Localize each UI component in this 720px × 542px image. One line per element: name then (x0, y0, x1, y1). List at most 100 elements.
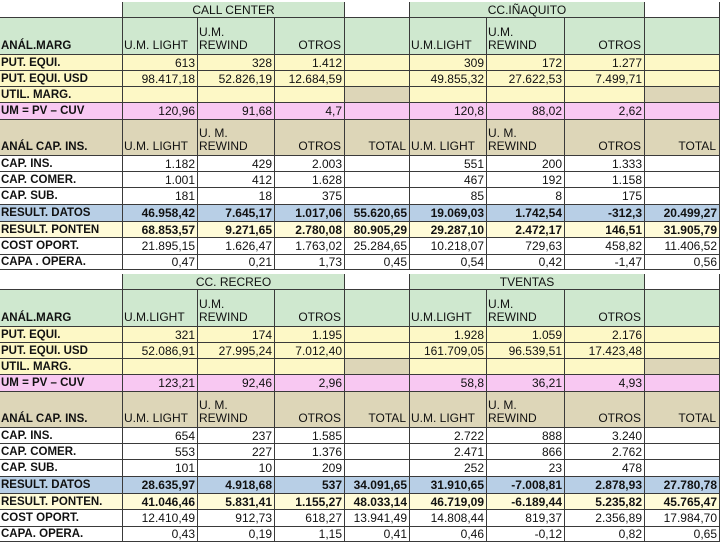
row-value[interactable]: 1.376 (275, 444, 345, 460)
margin-header-label[interactable]: ANÁL.MARG (0, 18, 123, 55)
row-label[interactable]: PUT. EQUI. USD (0, 71, 123, 87)
row-label[interactable]: RESULT. PONTEN. (0, 494, 123, 510)
row-value[interactable]: 2.356,89 (565, 510, 645, 527)
row-value[interactable] (645, 327, 720, 343)
row-value[interactable]: 3.240 (565, 428, 645, 444)
row-value[interactable]: 4.918,68 (198, 477, 275, 494)
row-value[interactable] (345, 172, 410, 188)
row-value[interactable] (645, 359, 720, 375)
row-value[interactable] (645, 375, 720, 392)
row-label[interactable]: RESULT. DATOS (0, 205, 123, 222)
row-value[interactable]: 161.709,05 (410, 343, 487, 359)
row-value[interactable]: 12.410,49 (123, 510, 198, 527)
row-value[interactable]: -1,47 (565, 255, 645, 270)
row-value[interactable]: 7.499,71 (565, 71, 645, 87)
row-value[interactable]: 21.895,15 (123, 238, 198, 255)
row-value[interactable]: 31.910,65 (410, 477, 487, 494)
row-value[interactable]: 91,68 (198, 103, 275, 120)
row-label[interactable]: UM = PV – CUV (0, 103, 123, 120)
row-label[interactable]: RESULT. DATOS (0, 477, 123, 494)
row-value[interactable] (645, 444, 720, 460)
row-value[interactable]: 27.622,53 (487, 71, 565, 87)
row-value[interactable]: 175 (565, 188, 645, 205)
margin-header-col[interactable]: U.M. REWIND (198, 290, 275, 327)
row-value[interactable]: 0,46 (410, 527, 487, 542)
row-value[interactable]: 41.046,46 (123, 494, 198, 510)
row-value[interactable]: 9.271,65 (198, 222, 275, 238)
margin-header-col[interactable] (345, 18, 410, 55)
row-value[interactable]: 52.826,19 (198, 71, 275, 87)
block-gap[interactable] (645, 2, 720, 18)
row-value[interactable]: 17.423,48 (565, 343, 645, 359)
row-value[interactable]: 25.284,65 (345, 238, 410, 255)
row-value[interactable]: 192 (487, 172, 565, 188)
row-value[interactable]: 123,21 (123, 375, 198, 392)
row-label[interactable]: CAP. INS. (0, 156, 123, 172)
cap-header-col[interactable]: OTROS (275, 120, 345, 156)
row-value[interactable] (645, 71, 720, 87)
row-value[interactable] (645, 343, 720, 359)
row-value[interactable] (123, 359, 198, 375)
margin-header-col[interactable]: U.M. REWIND (487, 290, 565, 327)
row-value[interactable] (645, 188, 720, 205)
row-value[interactable]: 1.412 (275, 55, 345, 71)
row-label[interactable]: RESULT. PONTEN (0, 222, 123, 238)
row-value[interactable]: 458,82 (565, 238, 645, 255)
row-value[interactable]: 98.417,18 (123, 71, 198, 87)
row-label[interactable]: PUT. EQUI. (0, 55, 123, 71)
row-value[interactable]: 1.182 (123, 156, 198, 172)
margin-header-col[interactable]: U.M. REWIND (487, 18, 565, 55)
row-value[interactable]: -312,3 (565, 205, 645, 222)
row-value[interactable]: 1,15 (275, 527, 345, 542)
row-value[interactable]: 120,96 (123, 103, 198, 120)
row-value[interactable]: 2.878,93 (565, 477, 645, 494)
row-value[interactable]: -7.008,81 (487, 477, 565, 494)
row-value[interactable]: 7.645,17 (198, 205, 275, 222)
row-value[interactable]: 101 (123, 460, 198, 477)
row-value[interactable]: 912,73 (198, 510, 275, 527)
row-value[interactable]: 1.059 (487, 327, 565, 343)
row-value[interactable]: 0,65 (645, 527, 720, 542)
row-value[interactable]: 1.585 (275, 428, 345, 444)
row-value[interactable] (345, 444, 410, 460)
row-value[interactable] (275, 87, 345, 103)
row-value[interactable]: 227 (198, 444, 275, 460)
row-value[interactable]: 553 (123, 444, 198, 460)
row-label[interactable]: CAP. COMER. (0, 444, 123, 460)
row-value[interactable]: 0,21 (198, 255, 275, 270)
row-value[interactable]: 654 (123, 428, 198, 444)
row-value[interactable]: 618,27 (275, 510, 345, 527)
cap-header-col[interactable]: OTROS (565, 120, 645, 156)
row-value[interactable]: 2.471 (410, 444, 487, 460)
row-value[interactable] (645, 172, 720, 188)
row-value[interactable]: 27.780,78 (645, 477, 720, 494)
block-gap[interactable] (345, 274, 410, 290)
row-value[interactable]: 68.853,57 (123, 222, 198, 238)
row-value[interactable]: 1.742,54 (487, 205, 565, 222)
row-value[interactable] (410, 359, 487, 375)
row-label[interactable]: CAPA . OPERA. (0, 255, 123, 270)
row-value[interactable]: 49.855,32 (410, 71, 487, 87)
row-value[interactable]: 20.499,27 (645, 205, 720, 222)
cap-header-col[interactable]: U. M. REWIND (487, 120, 565, 156)
block-gap[interactable] (645, 274, 720, 290)
row-label[interactable]: PUT. EQUI. (0, 327, 123, 343)
row-value[interactable]: 866 (487, 444, 565, 460)
row-value[interactable]: 209 (275, 460, 345, 477)
cap-header-label[interactable]: ANÁL CAP. INS. (0, 120, 123, 156)
row-value[interactable]: 1.277 (565, 55, 645, 71)
row-value[interactable] (645, 460, 720, 477)
margin-header-col[interactable]: U.M. REWIND (198, 18, 275, 55)
row-value[interactable] (345, 188, 410, 205)
row-value[interactable]: 2.472,17 (487, 222, 565, 238)
margin-header-col[interactable] (645, 18, 720, 55)
block-title-left[interactable]: CALL CENTER (123, 2, 345, 18)
row-value[interactable]: 52.086,91 (123, 343, 198, 359)
margin-header-col[interactable]: OTROS (275, 18, 345, 55)
row-value[interactable]: 551 (410, 156, 487, 172)
row-value[interactable]: 17.984,70 (645, 510, 720, 527)
cap-header-col[interactable]: U.M. LIGHT (410, 392, 487, 428)
margin-header-col[interactable] (645, 290, 720, 327)
row-value[interactable]: 12.684,59 (275, 71, 345, 87)
row-value[interactable]: 27.995,24 (198, 343, 275, 359)
